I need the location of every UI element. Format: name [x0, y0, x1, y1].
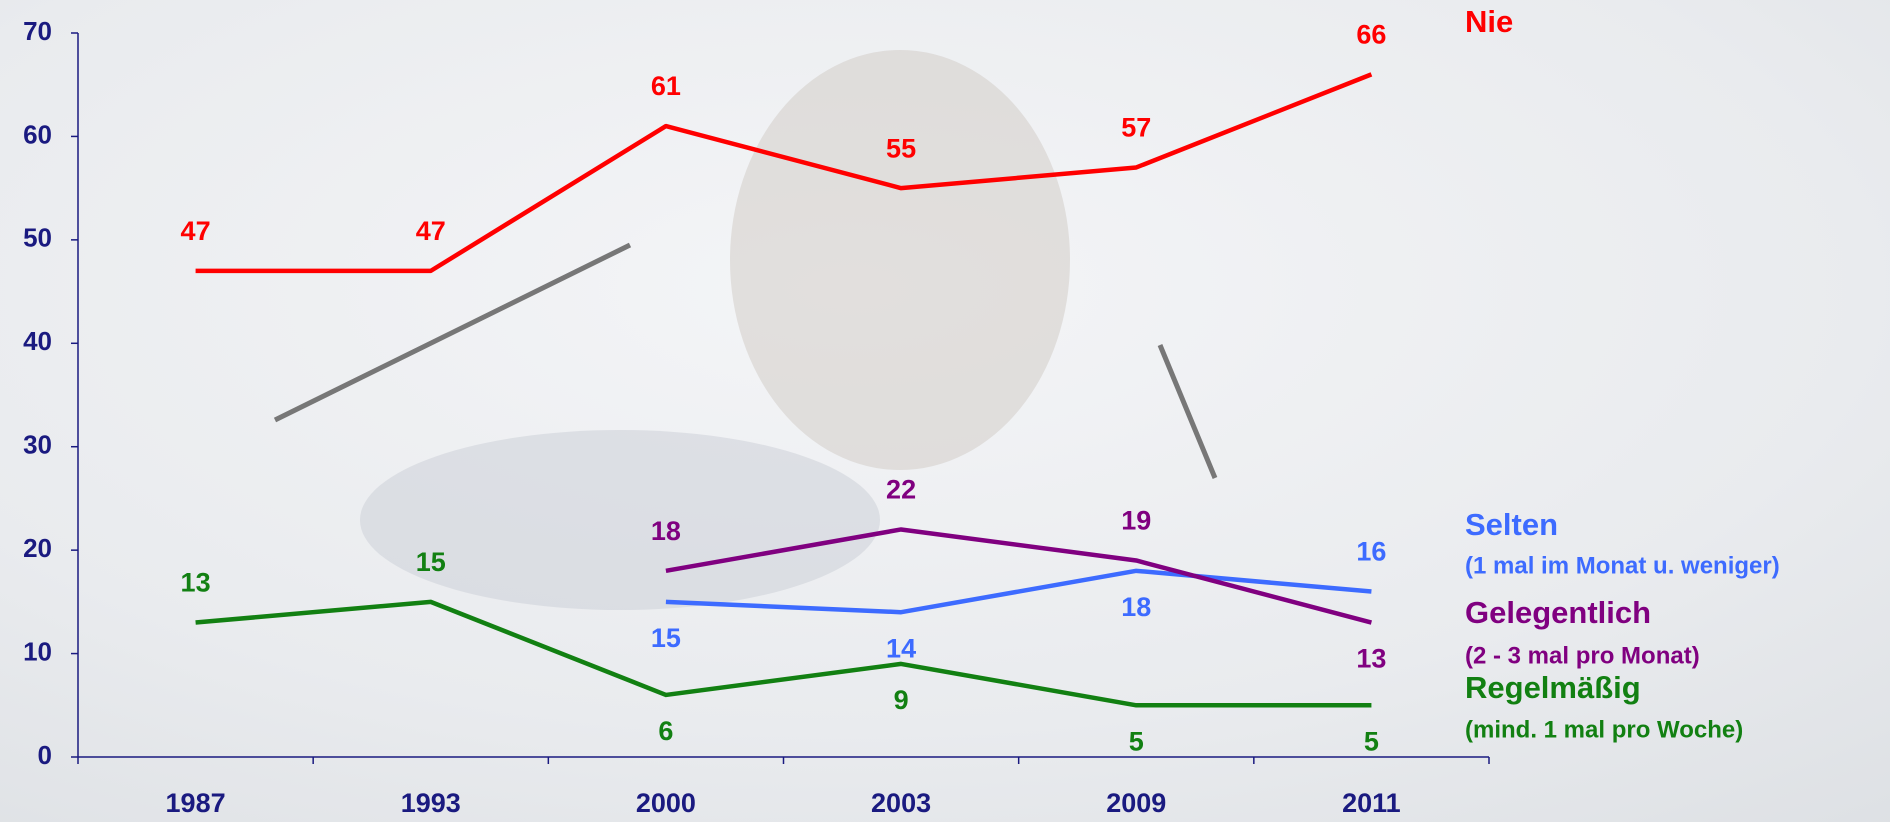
data-label: 9 [894, 685, 909, 715]
ski-pole [1157, 344, 1218, 479]
data-label: 6 [658, 716, 673, 746]
legend-label: Nie [1465, 4, 1513, 39]
legend-description: (1 mal im Monat u. weniger) [1465, 552, 1780, 579]
series-line [665, 527, 1372, 625]
y-tick-label: 60 [23, 119, 52, 149]
legend-label: Gelegentlich [1465, 595, 1651, 630]
data-label: 47 [416, 216, 446, 246]
x-tick-label: 1993 [401, 788, 461, 818]
data-label: 15 [416, 547, 446, 577]
data-label: 18 [651, 516, 681, 546]
data-label: 15 [651, 623, 681, 653]
series-line [665, 568, 1372, 615]
legend-label: Selten [1465, 507, 1558, 542]
series-line [195, 599, 1372, 708]
data-label: 57 [1121, 113, 1151, 143]
x-tick-label: 2009 [1106, 788, 1166, 818]
y-tick-label: 10 [23, 636, 52, 666]
legend-description: (mind. 1 mal pro Woche) [1465, 716, 1743, 743]
snow-spray [360, 430, 880, 610]
y-tick-label: 0 [38, 740, 52, 770]
data-label: 5 [1129, 726, 1144, 756]
y-tick-label: 70 [23, 16, 52, 46]
x-tick-label: 1987 [166, 788, 226, 818]
data-label: 22 [886, 475, 916, 505]
y-tick-label: 50 [23, 223, 52, 253]
data-label: 5 [1364, 726, 1379, 756]
data-label: 55 [886, 133, 916, 163]
series-line [195, 72, 1373, 274]
ski-pole [273, 242, 632, 423]
data-label: 13 [181, 568, 211, 598]
y-tick-label: 30 [23, 430, 52, 460]
data-label: 61 [651, 71, 681, 101]
y-tick-label: 40 [23, 326, 52, 356]
x-tick-label: 2000 [636, 788, 696, 818]
data-label: 19 [1121, 506, 1151, 536]
data-label: 66 [1356, 19, 1386, 49]
data-label: 14 [886, 633, 916, 663]
x-tick-label: 2011 [1342, 788, 1401, 818]
legend-label: Regelmäßig [1465, 670, 1641, 705]
data-label: 18 [1121, 592, 1151, 622]
data-label: 47 [181, 216, 211, 246]
x-tick-label: 2003 [871, 788, 931, 818]
data-label: 16 [1356, 537, 1386, 567]
data-label: 13 [1356, 644, 1386, 674]
skier-silhouette [730, 50, 1070, 470]
legend-description: (2 - 3 mal pro Monat) [1465, 642, 1700, 669]
y-tick-label: 20 [23, 533, 52, 563]
